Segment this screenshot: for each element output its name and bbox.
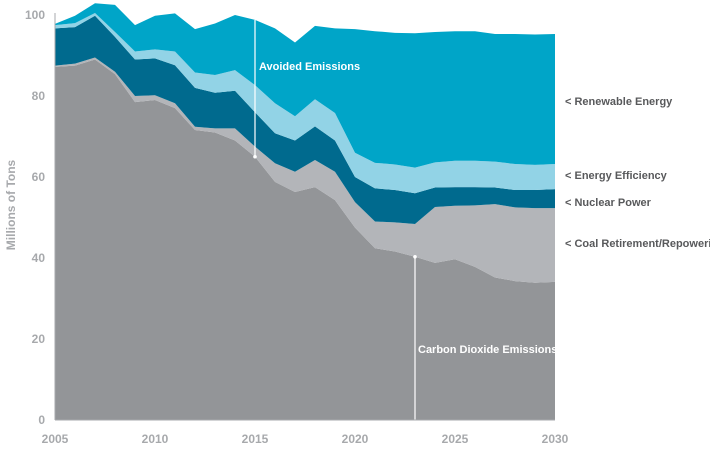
- legend-label: < Renewable Energy: [565, 96, 673, 108]
- legend-label: < Energy Efficiency: [565, 170, 668, 182]
- x-tick-label: 2005: [42, 432, 69, 446]
- legend-label: < Nuclear Power: [565, 197, 652, 209]
- x-tick-label: 2030: [542, 432, 569, 446]
- area-energy-efficiency: [55, 12, 555, 194]
- area-coal-retirement-repowering: [55, 57, 555, 283]
- avoided-emissions-marker: [253, 154, 257, 159]
- y-tick-label: 0: [38, 413, 45, 427]
- y-tick-label: 40: [32, 251, 46, 265]
- x-tick-label: 2020: [342, 432, 369, 446]
- x-tick-label: 2015: [242, 432, 269, 446]
- area-renewable-energy: [55, 3, 555, 168]
- avoided-emissions-label: Avoided Emissions: [259, 61, 360, 73]
- x-tick-label: 2025: [442, 432, 469, 446]
- legend-label: < Coal Retirement/Repowering: [565, 238, 710, 250]
- y-tick-label: 60: [32, 170, 46, 184]
- y-tick-label: 80: [32, 89, 46, 103]
- area-nuclear-power: [55, 15, 555, 224]
- x-tick-label: 2010: [142, 432, 169, 446]
- y-axis-label: Millions of Tons: [4, 159, 18, 250]
- y-tick-label: 20: [32, 332, 46, 346]
- co2-emissions-label: Carbon Dioxide Emissions: [418, 344, 557, 356]
- co2-emissions-marker: [413, 254, 417, 259]
- area-carbon-dioxide-emissions: [55, 59, 555, 421]
- y-tick-label: 100: [25, 8, 45, 22]
